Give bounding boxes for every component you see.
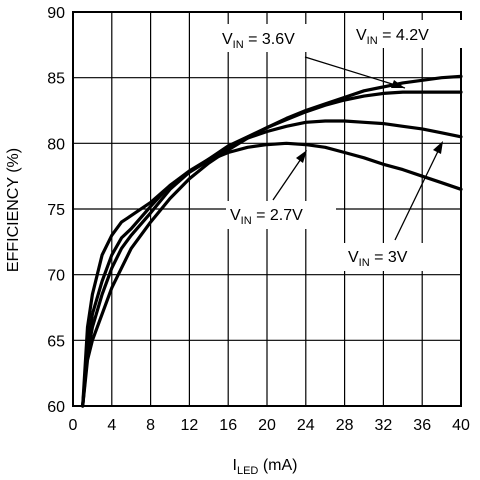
- annotation-sub: IN: [359, 257, 370, 269]
- annotation-vin-4-2v: VIN = 4.2V: [352, 20, 462, 48]
- y-tick-label: 70: [47, 268, 65, 285]
- tick-layer: 0 4 8 12 16 20 24 28 32 36 40 60 65 70 75 80 85 90: [47, 5, 470, 434]
- series-line-vin-2-7v: [81, 141, 463, 408]
- annotation-bg: [344, 243, 440, 271]
- frame-layer: [72, 11, 462, 407]
- y-tick-label: 90: [47, 5, 65, 22]
- annotation-arrowhead: [433, 141, 443, 154]
- x-axis-title-main: I: [233, 457, 237, 474]
- annotation-arrow-line: [394, 144, 442, 241]
- annotation-vin-3v: VIN = 3V: [344, 141, 443, 271]
- x-tick-label: 36: [413, 417, 431, 434]
- annotation-arrowhead: [296, 150, 307, 163]
- y-axis-title: EFFICIENCY (%): [5, 148, 22, 272]
- annotation-sub: IN: [367, 35, 378, 47]
- annotation-bg: [226, 201, 336, 229]
- x-tick-label: 24: [297, 417, 315, 434]
- annotation-arrow-line: [304, 56, 406, 89]
- x-tick-label: 12: [181, 417, 199, 434]
- x-tick-label: 16: [219, 417, 237, 434]
- annotation-rest: = 4.2V: [378, 27, 429, 44]
- annotation-main: V: [356, 27, 367, 44]
- y-tick-label: 80: [47, 136, 65, 153]
- annotation-main: V: [230, 207, 241, 224]
- annotation-rest: = 3.6V: [244, 31, 295, 48]
- annotation-rest: = 3V: [370, 249, 408, 266]
- plot-frame: [72, 11, 462, 407]
- annotation-sub: IN: [241, 215, 252, 227]
- annotation-vin-2-7v: VIN = 2.7V: [226, 150, 336, 229]
- annotation-bg: [352, 20, 462, 48]
- x-tick-label: 40: [452, 417, 470, 434]
- y-tick-label: 60: [47, 399, 65, 416]
- annotation-vin-2-7v-label: VIN = 2.7V: [230, 207, 303, 227]
- annotation-sub: IN: [233, 39, 244, 51]
- annotation-rest: = 2.7V: [252, 207, 303, 224]
- y-tick-label: 85: [47, 71, 65, 88]
- x-axis-title-sub: LED: [237, 465, 258, 477]
- x-tick-label: 8: [146, 417, 155, 434]
- x-tick-label: 4: [107, 417, 116, 434]
- y-tick-label: 65: [47, 333, 65, 350]
- annotation-vin-3-6v-label: VIN = 3.6V: [222, 31, 295, 51]
- annotation-arrowhead: [391, 80, 405, 88]
- x-tick-label: 20: [258, 417, 276, 434]
- annotation-vin-4-2v-label: VIN = 4.2V: [356, 27, 429, 47]
- series-layer: [81, 74, 463, 408]
- y-tick-label: 75: [47, 202, 65, 219]
- x-tick-label: 0: [69, 417, 78, 434]
- x-tick-label: 28: [336, 417, 354, 434]
- annotation-vin-3v-label: VIN = 3V: [348, 249, 408, 269]
- annotation-arrow-line: [272, 152, 306, 201]
- x-axis-title-unit: (mA): [258, 457, 297, 474]
- annotation-main: V: [222, 31, 233, 48]
- x-axis-title: ILED (mA): [233, 457, 298, 477]
- series-line-vin-3v: [81, 119, 463, 408]
- x-tick-label: 32: [375, 417, 393, 434]
- annotation-bg: [218, 24, 328, 52]
- annotation-vin-3-6v: VIN = 3.6V: [218, 24, 406, 89]
- annotation-main: V: [348, 249, 359, 266]
